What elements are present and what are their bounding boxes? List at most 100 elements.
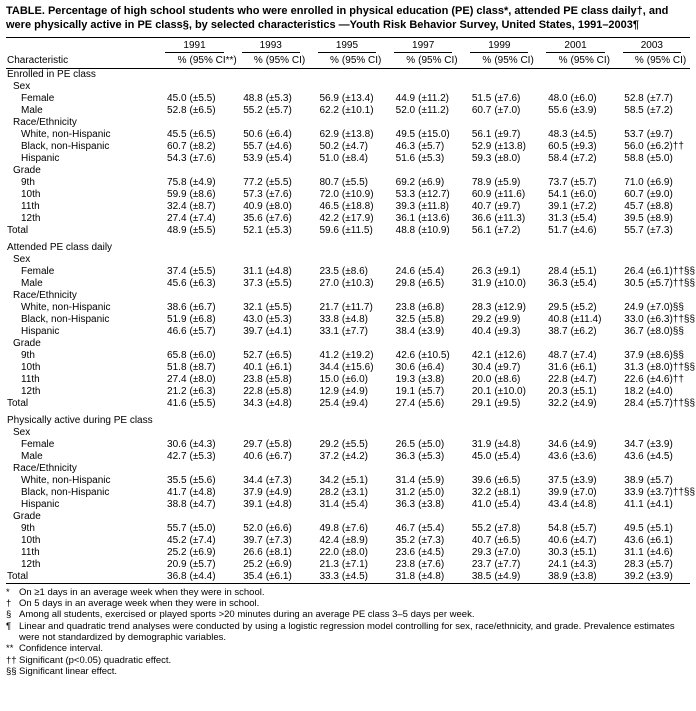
section-header-row: Attended PE class daily xyxy=(6,242,690,254)
ci-cell: (±9.7) xyxy=(494,128,521,140)
percent-cell: 35.4 xyxy=(243,570,263,582)
ci-cell: (±5.3) xyxy=(418,450,445,462)
percent-cell: 20.1 xyxy=(471,385,492,397)
group-label: Race/Ethnicity xyxy=(13,462,77,474)
ci-cell: (±9.3) xyxy=(494,325,521,337)
percent-cell: 51.7 xyxy=(548,224,568,236)
row-label: Male xyxy=(21,277,43,289)
percent-cell: 23.8 xyxy=(243,373,263,385)
percent-cell: 31.2 xyxy=(395,486,416,498)
percent-cell: 27.4 xyxy=(167,373,187,385)
ci-cell: (±4.8) xyxy=(418,570,445,582)
percent-cell: 78.9 xyxy=(471,176,492,188)
percent-cell: 37.2 xyxy=(319,450,339,462)
group-header-row: Race/Ethnicity xyxy=(6,117,690,129)
ci-cell: (±7.6) xyxy=(265,212,292,224)
ci-header: (95% CI) xyxy=(643,54,690,69)
percent-cell: 60.5 xyxy=(548,140,568,152)
percent-cell: 38.4 xyxy=(395,325,416,337)
percent-cell: 38.7 xyxy=(548,325,568,337)
percent-cell: 58.8 xyxy=(624,152,644,164)
group-label: Race/Ethnicity xyxy=(13,116,77,128)
percent-cell: 80.7 xyxy=(319,176,339,188)
table-row: Female 30.6 (±4.3) 29.7 (±5.8) 29.2 (±5.5) 26.5… xyxy=(6,439,690,451)
ci-cell: (±11.8) xyxy=(418,200,449,212)
percent-cell: 21.2 xyxy=(167,385,187,397)
ci-cell: (±8.0) xyxy=(189,373,216,385)
footnote-marker: § xyxy=(6,609,12,621)
ci-cell: (±4.1) xyxy=(646,498,673,510)
percent-cell: 23.8 xyxy=(395,301,416,313)
ci-cell: (±4.7) xyxy=(570,373,597,385)
ci-cell: (±5.7) xyxy=(189,325,216,337)
ci-cell: (±8.6) xyxy=(189,188,216,200)
percent-cell: 50.2 xyxy=(319,140,339,152)
percent-cell: 32.1 xyxy=(243,301,263,313)
ci-cell: (±5.7) xyxy=(265,104,292,116)
percent-cell: 48.9 xyxy=(167,224,187,236)
ci-cell: (±4.8) xyxy=(494,438,521,450)
ci-cell: (±7.3) xyxy=(265,534,292,546)
ci-cell: (±15.0) xyxy=(418,128,450,140)
table-row: 11th 32.4 (±8.7) 40.9 (±8.0) 46.5 (±18.8) 39.3(… xyxy=(6,201,690,213)
percent-cell: 55.2 xyxy=(243,104,263,116)
row-label: White, non-Hispanic xyxy=(21,474,111,486)
table-row: 10th 59.9 (±8.6) 57.3 (±7.6) 72.0 (±10.9) 53.3(… xyxy=(6,189,690,201)
ci-cell: (±5.2) xyxy=(570,301,597,313)
percent-cell: 31.9 xyxy=(471,277,492,289)
percent-header: % xyxy=(385,54,416,69)
footnote-marker: * xyxy=(6,586,10,598)
percent-cell: 23.7 xyxy=(471,558,492,570)
ci-cell: (±6.0) xyxy=(570,92,597,104)
row-label: Black, non-Hispanic xyxy=(21,313,110,325)
year-header-row: 1991 1993 1995 1997 1999 2001 2003 xyxy=(6,38,690,54)
percent-cell: 52.8 xyxy=(167,104,187,116)
group-header-row: Grade xyxy=(6,511,690,523)
percent-cell: 60.7 xyxy=(624,188,644,200)
footnote: † On 5 days in an average week when they … xyxy=(6,598,690,609)
ci-cell: (±3.9) xyxy=(418,325,445,337)
ci-cell: (±5.0) xyxy=(418,486,445,498)
ci-cell: (±5.3) xyxy=(265,92,292,104)
percent-cell: 22.8 xyxy=(243,385,263,397)
ci-cell: (±5.5) xyxy=(189,265,216,277)
ci-cell: (±4.3) xyxy=(189,438,216,450)
ci-cell: (±5.4) xyxy=(494,498,521,510)
percent-cell: 51.5 xyxy=(471,92,492,104)
ci-cell: (±5.4) xyxy=(418,522,445,534)
percent-cell: 19.3 xyxy=(395,373,416,385)
table-row: White, non-Hispanic 35.5 (±5.6) 34.4 (±7.3) 3… xyxy=(6,475,690,487)
percent-cell: 48.0 xyxy=(548,92,568,104)
table-row: 9th 55.7 (±5.0) 52.0 (±6.6) 49.8 (±7.6) 46.7 (±5… xyxy=(6,523,690,535)
ci-cell: (±5.7) xyxy=(189,558,216,570)
ci-cell: (±3.9) xyxy=(646,570,673,582)
row-label: 11th xyxy=(21,200,40,212)
percent-cell: 39.7 xyxy=(243,534,263,546)
ci-cell: (±8.0) xyxy=(341,546,368,558)
ci-cell: (±4.9) xyxy=(189,176,216,188)
percent-cell: 69.2 xyxy=(395,176,416,188)
footnote-marker: † xyxy=(6,597,12,609)
percent-cell: 28.4 xyxy=(548,265,568,277)
year-cell: 1993 xyxy=(233,38,309,54)
percent-cell: 73.7 xyxy=(548,176,568,188)
ci-cell: (±6.1) xyxy=(646,534,673,546)
table-row: White, non-Hispanic 38.6 (±6.7) 32.1 (±5.5) 2… xyxy=(6,302,690,314)
ci-cell: (±11.4) xyxy=(570,313,602,325)
percent-cell: 26.6 xyxy=(243,546,263,558)
ci-cell: (±8.8) xyxy=(646,200,673,212)
table-row: Male 42.7 (±5.3) 40.6 (±6.7) 37.2 (±4.2) 36.3 (±… xyxy=(6,451,690,463)
percent-cell: 43.6 xyxy=(548,450,568,462)
footnote: †† Significant (p<0.05) quadratic effect. xyxy=(6,655,690,666)
ci-cell: (±5.9) xyxy=(494,176,521,188)
ci-cell: (±5.7) xyxy=(418,385,445,397)
ci-cell: (±4.8) xyxy=(189,486,216,498)
table-row: Male 45.6 (±6.3) 37.3 (±5.5) 27.0 (±10.3) 29.8(… xyxy=(6,277,695,290)
ci-cell: (±6.4) xyxy=(265,128,292,140)
characteristic-header: Characteristic xyxy=(6,54,157,69)
percent-cell: 29.8 xyxy=(395,277,416,289)
percent-cell: 36.3 xyxy=(395,498,416,510)
ci-cell: (±12.6) xyxy=(494,349,526,361)
percent-cell: 37.4 xyxy=(167,265,187,277)
ci-cell: (±3.6) xyxy=(570,450,597,462)
